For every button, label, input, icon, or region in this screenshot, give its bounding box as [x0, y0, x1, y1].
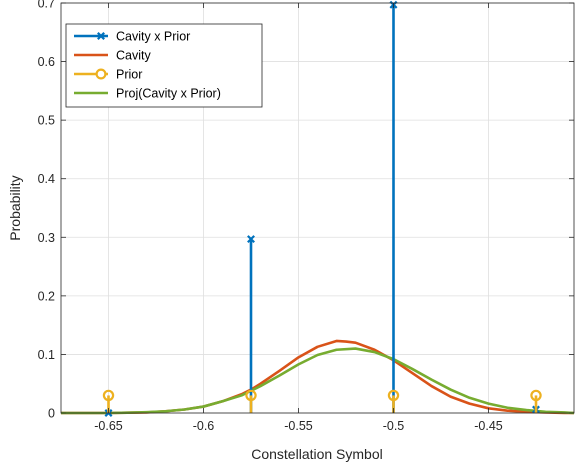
legend-prior-marker — [95, 68, 107, 80]
y-tick-label: 0.7 — [38, 0, 55, 11]
legend-prior: Prior — [74, 68, 142, 82]
series-proj-cavity-x-prior-line — [61, 347, 575, 415]
legend-cavity-label: Cavity — [116, 49, 151, 63]
legend-proj-cavity-x-prior-label: Proj(Cavity x Prior) — [116, 87, 221, 101]
plot-frame — [60, 2, 575, 414]
legend-cavity-x-prior-label: Cavity x Prior — [116, 30, 190, 44]
series-prior-marker — [245, 389, 257, 402]
x-axis-label: Constellation Symbol — [251, 446, 383, 462]
y-tick-label: 0.2 — [38, 289, 55, 303]
x-tick-label: -0.65 — [94, 419, 123, 433]
series-cavity-x-prior-marker-stroke-b — [247, 235, 255, 244]
series-cavity-x-prior-marker — [247, 235, 255, 244]
series-proj-cavity-x-prior — [61, 347, 575, 415]
series-prior — [102, 389, 542, 413]
series-layer — [61, 0, 575, 417]
legend-cavity: Cavity — [74, 49, 151, 63]
legend-cavity-x-prior-marker-stroke-b — [97, 32, 105, 40]
x-tick-label: -0.5 — [383, 419, 405, 433]
x-tick-label: -0.45 — [474, 419, 503, 433]
y-tick-label: 0.3 — [38, 231, 55, 245]
y-axis-label: Probability — [7, 175, 23, 240]
x-tick-label: -0.6 — [193, 419, 215, 433]
grid — [61, 2, 574, 414]
y-tick-label: 0.5 — [38, 114, 55, 128]
y-tick-label: 0.6 — [38, 55, 55, 69]
x-tick-label: -0.55 — [284, 419, 313, 433]
series-prior-marker — [102, 389, 115, 402]
legend-proj-cavity-x-prior: Proj(Cavity x Prior) — [74, 87, 221, 101]
legend-prior-label: Prior — [116, 68, 142, 82]
ticks: -0.65 -0.6 -0.55 -0.5 -0.45 0 0.1 0.2 0.3 0.4 0.5 0… — [38, 0, 574, 433]
series-prior-marker — [387, 389, 400, 402]
legend-cavity-x-prior: Cavity x Prior — [74, 30, 190, 44]
series-prior-marker — [530, 389, 542, 402]
y-tick-label: 0 — [48, 407, 55, 421]
legend-cavity-x-prior-marker — [97, 32, 105, 40]
y-tick-label: 0.1 — [38, 348, 55, 362]
legend: Cavity x Prior Cavity Prior Proj(Cavity x P… — [65, 23, 263, 108]
y-tick-label: 0.4 — [38, 172, 55, 186]
